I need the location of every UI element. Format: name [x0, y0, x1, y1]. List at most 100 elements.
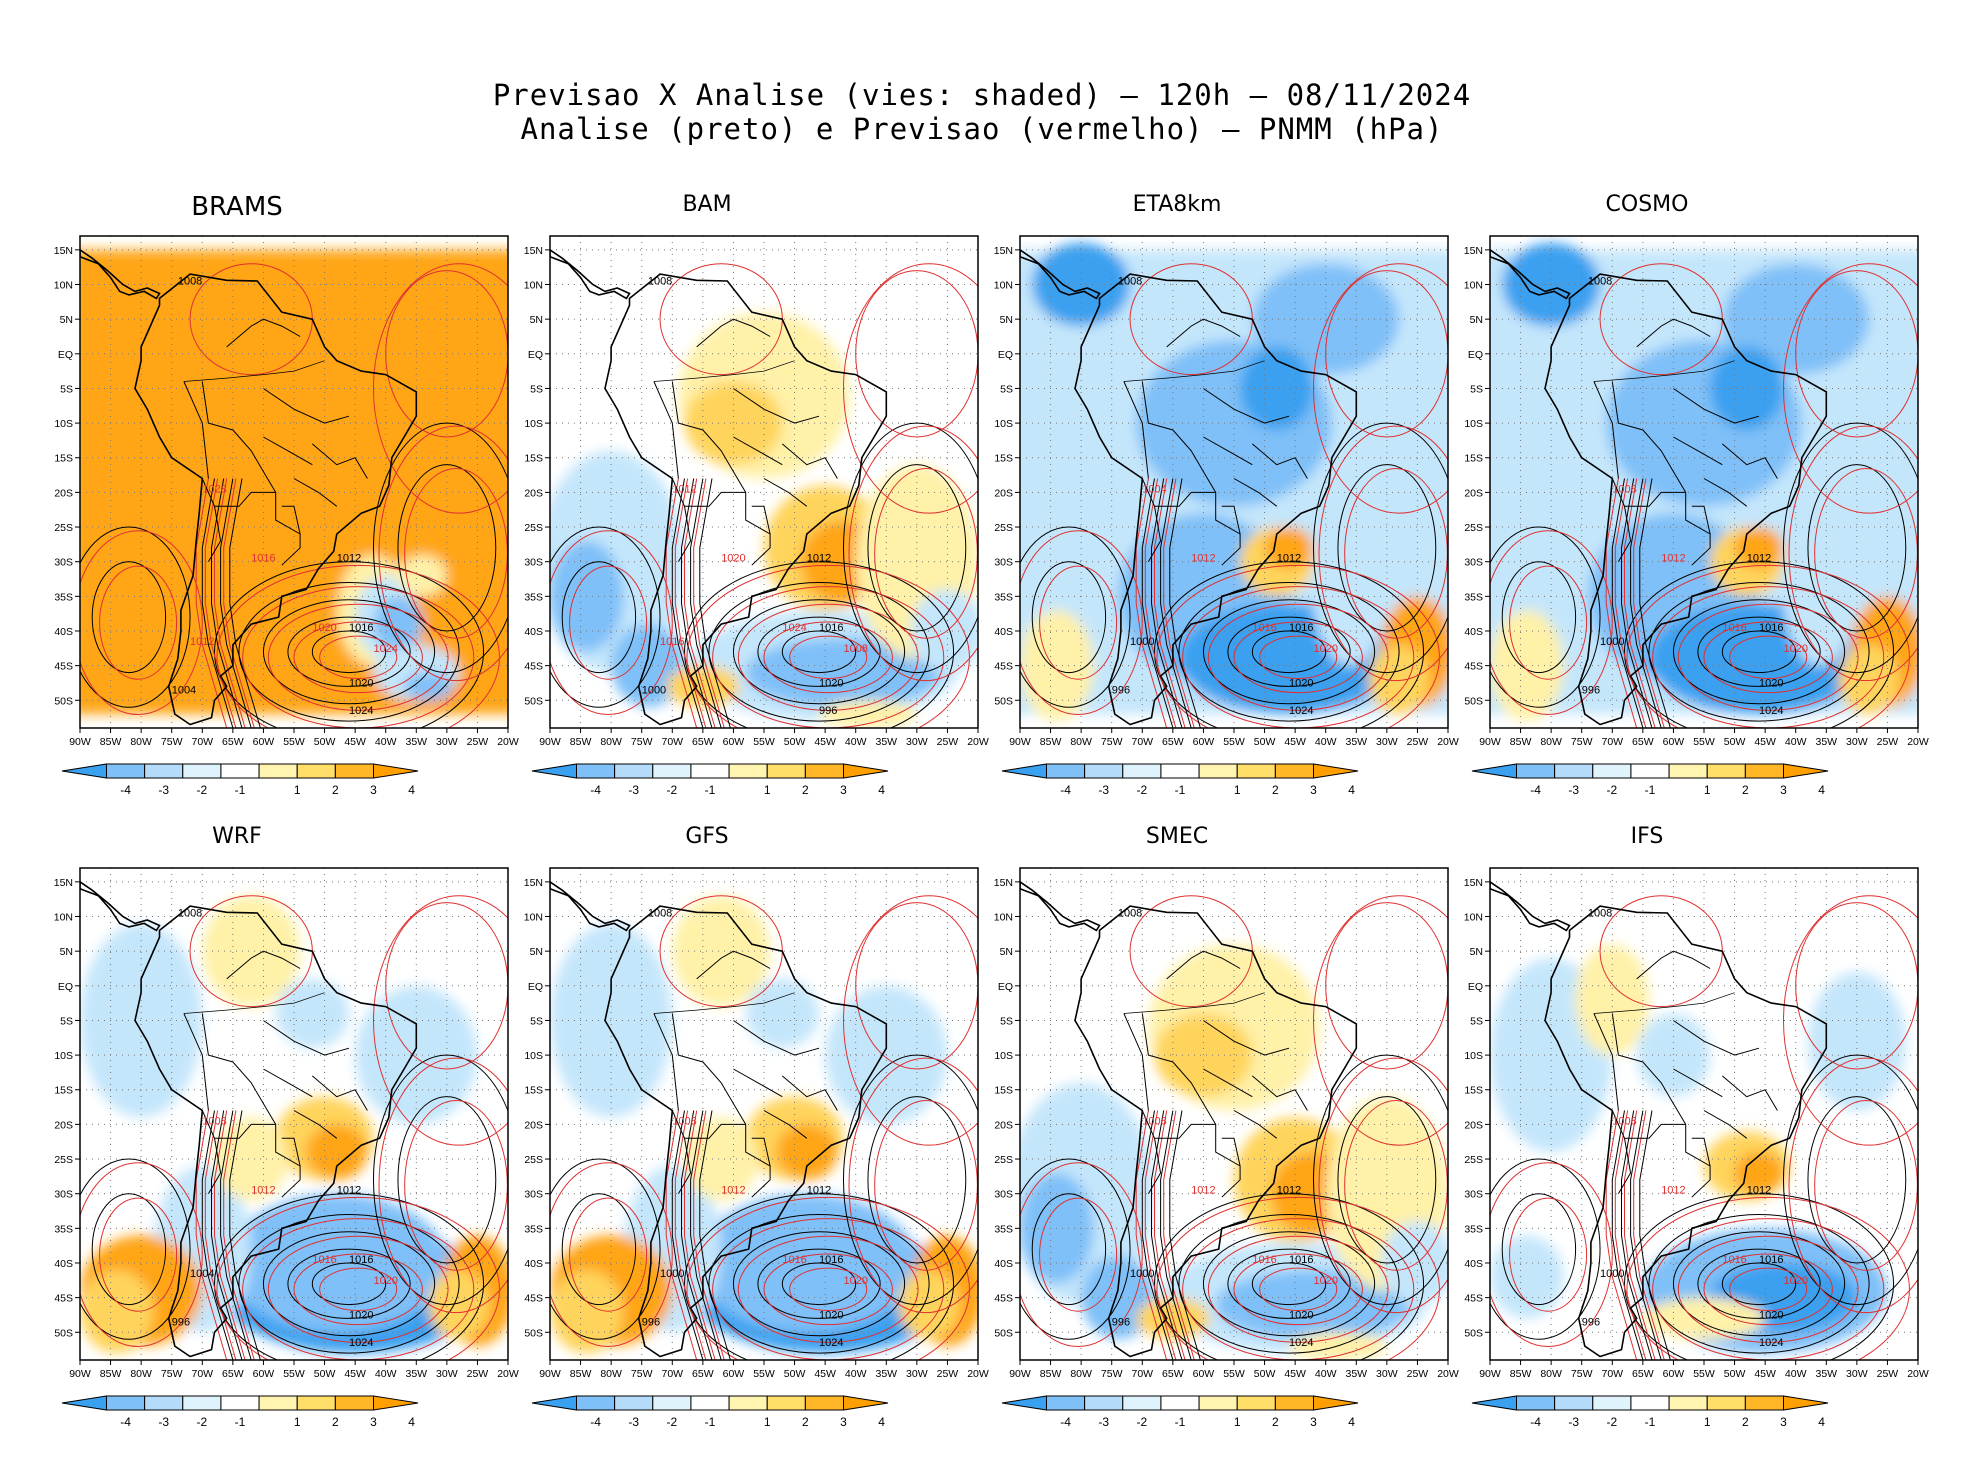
analysis-isobar — [1031, 561, 1107, 674]
analysis-isobar — [781, 1262, 857, 1306]
bias-shade-blob — [1490, 1235, 1564, 1319]
lon-label: 25W — [467, 1368, 489, 1380]
isobar-label: 1020 — [1289, 677, 1313, 689]
forecast-isobar — [1788, 425, 1918, 682]
colorbar-tick-label: -4 — [1060, 1415, 1071, 1429]
analysis-isobar — [843, 422, 978, 674]
lon-label: 70W — [191, 1368, 213, 1380]
analysis-isobar — [397, 1096, 497, 1264]
figure-title-line2: Analise (preto) e Previsao (vermelho) — … — [520, 112, 1444, 146]
forecast-isobar — [1633, 1110, 1665, 1360]
forecast-isobar — [1325, 270, 1448, 438]
forecast-isobar — [293, 1253, 423, 1326]
border-line — [311, 443, 368, 479]
lon-label: 20W — [497, 736, 519, 748]
analysis-isobar — [1672, 1231, 1846, 1337]
forecast-isobar — [1318, 425, 1448, 682]
lon-label: 85W — [570, 1368, 592, 1380]
isobar-label: 1012 — [251, 1185, 275, 1197]
colorbar: -4 -3 -2 -1 1 2 3 4 — [50, 756, 430, 818]
lon-label: 60W — [723, 1368, 745, 1380]
forecast-isobar — [693, 478, 725, 728]
lon-label: 75W — [631, 736, 653, 748]
colorbar-tick-label: -1 — [1175, 783, 1186, 797]
colorbar-segment — [220, 1395, 260, 1411]
map-svg: 1008101210161020102499610001012101610201… — [1464, 867, 1929, 1380]
colorbar-tick-label: 1 — [1704, 1415, 1711, 1429]
lon-label: 50W — [1254, 1368, 1276, 1380]
colorbar-arrow-low — [1471, 1395, 1517, 1411]
analysis-isobar — [867, 464, 967, 632]
lon-label: 20W — [497, 1368, 519, 1380]
lon-label: 50W — [1254, 736, 1276, 748]
colorbar-arrow-low — [531, 763, 577, 779]
lat-label: 10S — [524, 1050, 543, 1062]
colorbar-tick-label: -4 — [590, 783, 601, 797]
lon-label: 55W — [1693, 1368, 1715, 1380]
colorbar-tick-label: 3 — [370, 783, 377, 797]
lon-label: 30W — [1846, 736, 1868, 748]
colorbar: -4 -3 -2 -1 1 2 3 4 — [520, 756, 900, 818]
isobar-label: 1024 — [349, 705, 373, 717]
lon-label: 70W — [661, 1368, 683, 1380]
analysis-isobar — [1807, 464, 1907, 632]
forecast-isobar — [1788, 1057, 1918, 1314]
colorbar-arrow-low — [1001, 1395, 1047, 1411]
south-america-outline — [134, 905, 418, 1358]
analysis-isobar — [229, 478, 261, 728]
forecast-isobar — [99, 1197, 178, 1312]
border-line — [226, 950, 301, 980]
colorbar-segment — [1198, 1395, 1238, 1411]
forecast-isobar — [319, 635, 398, 680]
colorbar-segment — [296, 1395, 336, 1411]
forecast-isobar — [319, 1267, 398, 1312]
forecast-isobar — [843, 895, 978, 1146]
forecast-isobar — [293, 621, 423, 694]
forecast-isobar — [674, 1110, 707, 1360]
isobar-label: 1008 — [1142, 1115, 1166, 1127]
lon-label: 70W — [191, 736, 213, 748]
analysis-isobar — [1630, 478, 1662, 728]
forecast-isobar — [378, 1057, 508, 1314]
isobar-label: 1016 — [349, 622, 373, 634]
lon-label: 50W — [784, 736, 806, 748]
lon-label: 50W — [1724, 1368, 1746, 1380]
analysis-isobar — [1160, 1110, 1192, 1360]
colorbar-tick-label: 1 — [764, 783, 771, 797]
forecast-isobar — [737, 1235, 919, 1343]
lon-label: 25W — [1877, 1368, 1899, 1380]
analysis-isobar — [1721, 1262, 1797, 1306]
isobar-label: 1020 — [819, 677, 843, 689]
lat-label: 10N — [1464, 912, 1483, 924]
analysis-isobar — [1648, 1213, 1870, 1354]
analysis-isobar — [690, 1110, 722, 1360]
lon-label: 90W — [69, 736, 91, 748]
lat-axis: 15N 10N 5N EQ 5S 10S 15S 20S 25S 30S 35S 40S 45S 50S — [524, 245, 550, 707]
border-line — [1233, 1110, 1278, 1139]
analysis-isobar — [1697, 616, 1821, 687]
south-america-outline — [1074, 273, 1358, 726]
lon-label: 65W — [692, 736, 714, 748]
colorbar-segment — [144, 763, 184, 779]
colorbar-segment — [1516, 1395, 1556, 1411]
forecast-isobar — [1144, 478, 1177, 728]
lon-label: 45W — [1284, 736, 1306, 748]
isobars — [550, 895, 978, 1360]
lon-label: 90W — [1009, 736, 1031, 748]
border-line — [781, 1075, 838, 1111]
lat-label: 15N — [994, 877, 1013, 889]
forecast-isobar — [684, 1110, 716, 1360]
colorbar-arrow-high — [373, 1395, 419, 1411]
lon-label: 20W — [1437, 1368, 1459, 1380]
lat-axis: 15N 10N 5N EQ 5S 10S 15S 20S 25S 30S 35S 40S 45S 50S — [1464, 245, 1490, 707]
lat-label: 50S — [994, 1327, 1013, 1339]
borders — [653, 318, 838, 566]
border-line — [684, 491, 746, 507]
panel-eta8km: ETA8km 1008 1012 1016 1020 1024 996 1000 1012 101… — [942, 192, 1459, 832]
forecast-isobar — [569, 565, 648, 680]
analysis-isobar — [373, 1054, 508, 1306]
analysis-isobar — [1169, 1110, 1201, 1360]
lon-label: 45W — [1284, 1368, 1306, 1380]
borders — [653, 950, 838, 1198]
border-line — [684, 1123, 746, 1139]
